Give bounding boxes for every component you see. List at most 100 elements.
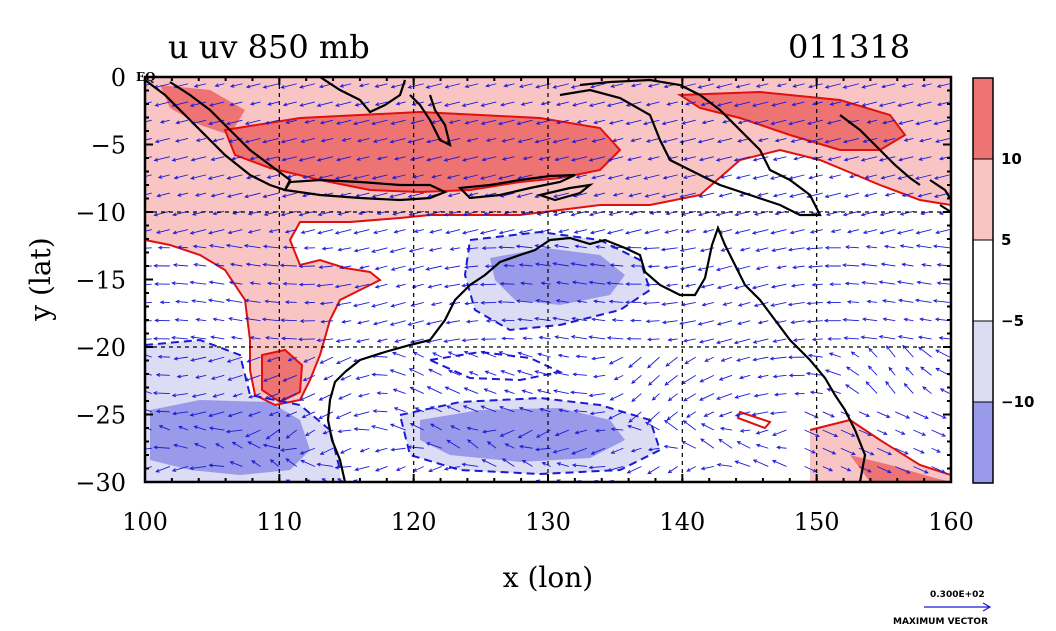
wind-vector [375, 83, 388, 88]
wind-vector-head [409, 386, 414, 391]
wind-vector [233, 393, 243, 397]
pos-contour-10-a [223, 110, 622, 194]
wind-vector [281, 83, 297, 89]
wind-vector [861, 156, 878, 161]
wind-vector-head [393, 229, 398, 234]
wind-vector-head [298, 264, 303, 269]
wind-vector [685, 283, 696, 287]
wind-vector [226, 429, 243, 433]
wind-vector-head [665, 362, 670, 367]
wind-vector [431, 302, 442, 306]
wind-vector-head [752, 357, 757, 362]
wind-vector-head [189, 230, 195, 235]
wind-vector [574, 410, 587, 413]
wind-vector-head [924, 469, 929, 474]
wind-vector-head [358, 83, 364, 88]
wind-vector-head [789, 194, 794, 198]
wind-vector-head [464, 120, 469, 125]
wind-vector-head [755, 248, 760, 252]
wind-vector-head [300, 139, 305, 143]
wind-vector [172, 156, 189, 161]
wind-vector-head [571, 280, 577, 285]
wind-vector-head [571, 139, 576, 144]
wind-vector [213, 393, 225, 398]
wind-vector [535, 137, 551, 143]
wind-vector-head [191, 299, 196, 303]
wind-vector-head [752, 176, 757, 180]
wind-vector [450, 247, 461, 250]
wind-vector-head [464, 301, 469, 306]
wind-vector [519, 83, 533, 88]
wind-vector-head [465, 319, 471, 324]
wind-vector-head [776, 265, 781, 270]
wind-vector-head [247, 441, 252, 445]
wind-vector [789, 174, 805, 180]
wind-vector [518, 137, 533, 143]
wind-vector [822, 429, 838, 437]
wind-vector-head [285, 413, 290, 417]
wind-vector [354, 229, 370, 234]
wind-vector-head [751, 285, 757, 290]
wind-vector-head [262, 262, 267, 267]
wind-vector [340, 447, 352, 454]
wind-vector [300, 460, 316, 467]
wind-vector-head [642, 301, 647, 306]
wind-vector [463, 405, 479, 413]
wind-vector-head [426, 139, 431, 144]
wind-vector [864, 192, 878, 197]
wind-vector-head [407, 267, 413, 272]
wind-vector-head [517, 351, 522, 356]
wind-vector-head [720, 248, 725, 252]
wind-vector [572, 281, 588, 285]
wind-vector-head [173, 175, 179, 180]
wind-vector [246, 485, 261, 488]
wind-vector-head [517, 434, 523, 439]
wind-vector-head [716, 462, 722, 467]
wind-vector [359, 83, 370, 87]
wind-vector [572, 464, 588, 467]
wind-vector [446, 405, 461, 413]
wind-vector-head [751, 103, 757, 107]
wind-vector-head [769, 176, 775, 180]
wind-vector-head [806, 121, 812, 126]
wind-vector [518, 352, 533, 358]
wind-vector-head [938, 211, 944, 215]
wind-vector [265, 119, 279, 124]
wind-vector-head [734, 212, 739, 217]
wind-vector [286, 119, 297, 124]
wind-vector-head [878, 335, 884, 339]
wind-vector [215, 264, 225, 267]
wind-vector-head [225, 243, 231, 248]
wind-vector-head [279, 448, 285, 452]
wind-vector [589, 101, 606, 107]
wind-vector [173, 411, 189, 415]
wind-vector [335, 466, 352, 469]
wind-vector-head [720, 175, 725, 179]
wind-vector [668, 466, 678, 474]
wind-vector-head [376, 156, 382, 161]
map-timestamp: 011318 [788, 28, 910, 66]
wind-vector-head [480, 337, 486, 342]
wind-vector-head [666, 416, 671, 421]
wind-vector-head [611, 318, 617, 322]
strong-easterly-sw [150, 400, 310, 475]
wind-vector [464, 351, 479, 358]
wind-vector-head [842, 139, 848, 144]
wind-vector-head [371, 194, 377, 198]
wind-vector [502, 137, 515, 142]
wind-vector-head [425, 85, 430, 89]
wind-vector [772, 460, 787, 467]
wind-vector [360, 447, 370, 453]
wind-vector [812, 283, 823, 286]
wind-vector [556, 281, 569, 285]
wind-vector-head [501, 138, 506, 143]
wind-vector [498, 174, 515, 180]
wind-vector [680, 320, 696, 325]
wind-vector-head [680, 302, 686, 307]
wind-vector [609, 119, 624, 124]
wind-vector [812, 156, 823, 160]
wind-vector-head [700, 423, 706, 427]
wind-vector [717, 137, 733, 143]
wind-vector [191, 156, 207, 161]
